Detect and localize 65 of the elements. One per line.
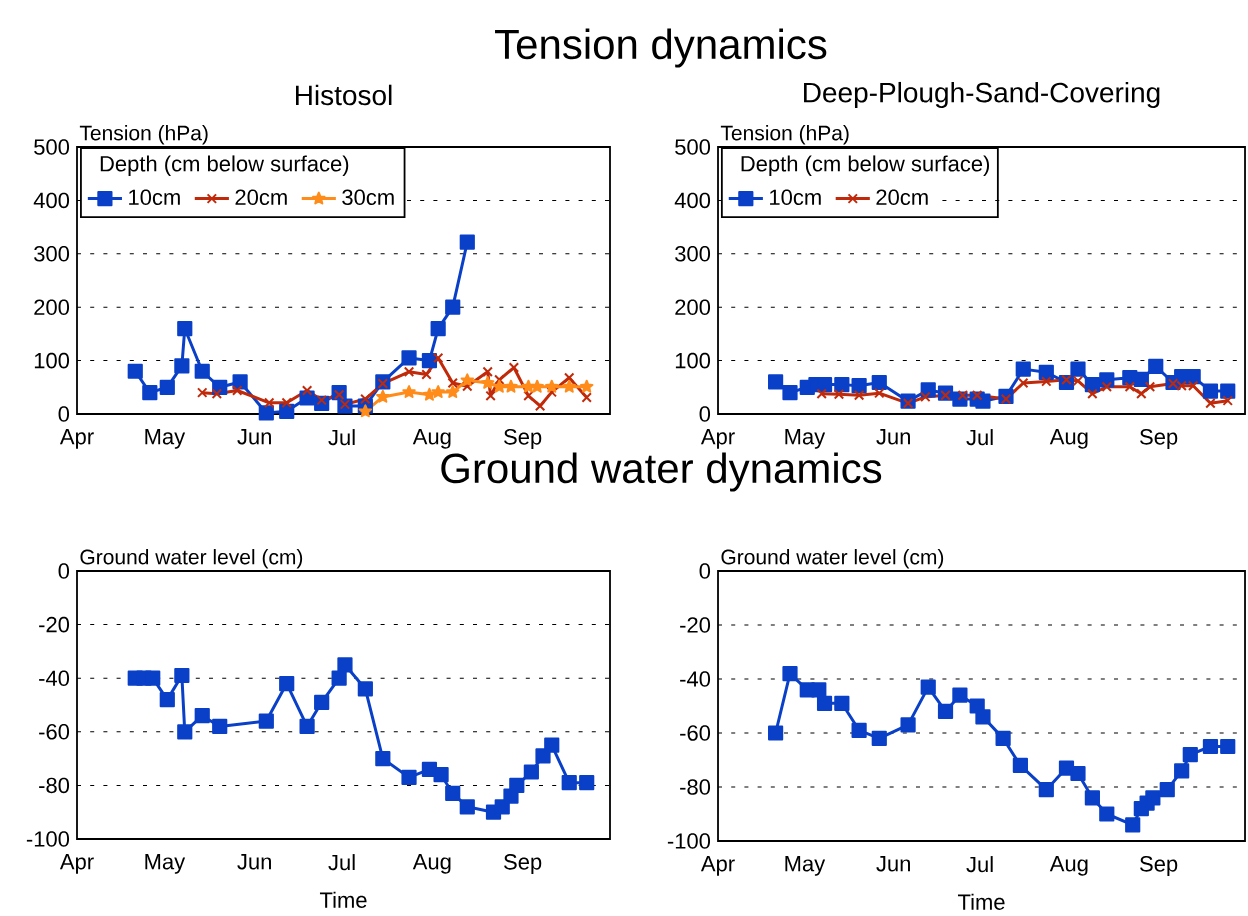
y-tick-label: 100 bbox=[675, 352, 711, 369]
x-tick-label: Jul bbox=[328, 429, 355, 446]
x-tick-label: Apr bbox=[700, 856, 735, 876]
x-tick-label: Aug bbox=[412, 854, 451, 874]
legend-label: 10cm bbox=[770, 189, 821, 206]
x-tick-label: Apr bbox=[700, 429, 735, 449]
y-tick-label: 500 bbox=[675, 139, 711, 155]
y-tick-label: -40 bbox=[680, 671, 711, 687]
y-tick-label: 0 bbox=[58, 563, 70, 579]
y-axis-title: Ground water level (cm) bbox=[721, 549, 944, 569]
y-tick-label: -80 bbox=[680, 779, 711, 795]
x-axis-title: Time bbox=[957, 893, 1005, 910]
y-axis-title: Ground water level (cm) bbox=[80, 549, 303, 569]
chart-title: Ground water dynamics bbox=[441, 452, 882, 492]
legend-title: Depth (cm below surface) bbox=[100, 155, 349, 176]
y-tick-label: -100 bbox=[667, 833, 711, 849]
legend-title: Depth (cm below surface) bbox=[741, 155, 990, 176]
legend-label: 10cm bbox=[129, 189, 180, 206]
y-tick-label: -60 bbox=[680, 725, 711, 741]
x-tick-label: Jun bbox=[237, 854, 271, 870]
legend-label: 20cm bbox=[235, 189, 287, 206]
x-tick-label: May bbox=[145, 854, 186, 874]
x-tick-label: Jun bbox=[237, 429, 271, 445]
y-tick-label: 400 bbox=[33, 192, 70, 209]
y-tick-label: -100 bbox=[26, 831, 70, 847]
x-tick-label: May bbox=[785, 856, 826, 876]
x-axis-title: Time bbox=[319, 891, 367, 908]
x-tick-label: Aug bbox=[1049, 429, 1088, 449]
y-tick-label: 200 bbox=[675, 299, 711, 315]
x-tick-label: Jul bbox=[966, 429, 993, 446]
x-tick-label: Aug bbox=[1049, 856, 1088, 876]
x-tick-label: May bbox=[785, 429, 826, 449]
x-tick-label: Sep bbox=[504, 854, 542, 874]
legend-label: 20cm bbox=[876, 189, 928, 206]
y-tick-label: 0 bbox=[699, 563, 711, 579]
x-tick-label: Aug bbox=[412, 429, 451, 449]
y-tick-label: -20 bbox=[39, 616, 70, 633]
x-tick-label: Sep bbox=[1140, 856, 1178, 876]
y-tick-label: 0 bbox=[699, 406, 711, 422]
y-tick-label: -40 bbox=[39, 670, 70, 686]
x-tick-label: May bbox=[145, 429, 186, 449]
y-tick-label: -20 bbox=[680, 617, 711, 633]
y-tick-label: 400 bbox=[674, 192, 711, 209]
chart-subtitle: Deep-Plough-Sand-Covering bbox=[804, 81, 1160, 109]
y-tick-label: -60 bbox=[39, 724, 70, 740]
x-tick-label: Jul bbox=[966, 856, 993, 873]
x-tick-label: Apr bbox=[59, 429, 94, 449]
y-tick-label: 200 bbox=[34, 299, 70, 315]
x-tick-label: Apr bbox=[59, 854, 94, 874]
y-tick-label: 0 bbox=[58, 406, 70, 422]
x-tick-label: Jul bbox=[328, 854, 355, 871]
legend-label: 30cm bbox=[342, 189, 394, 206]
x-tick-label: Sep bbox=[504, 429, 542, 449]
y-tick-label: 300 bbox=[34, 246, 70, 262]
x-tick-label: Sep bbox=[1140, 429, 1178, 449]
x-tick-label: Jun bbox=[876, 429, 910, 445]
y-tick-label: 500 bbox=[34, 139, 70, 155]
y-tick-label: 100 bbox=[34, 352, 70, 369]
x-tick-label: Jun bbox=[876, 856, 910, 872]
y-axis-title: Tension (hPa) bbox=[79, 125, 208, 145]
chart-title: Tension dynamics bbox=[495, 28, 827, 68]
y-axis-title: Tension (hPa) bbox=[720, 125, 849, 145]
y-tick-label: -80 bbox=[39, 777, 70, 794]
chart-subtitle: Histosol bbox=[296, 84, 392, 106]
y-tick-label: 300 bbox=[675, 246, 711, 262]
